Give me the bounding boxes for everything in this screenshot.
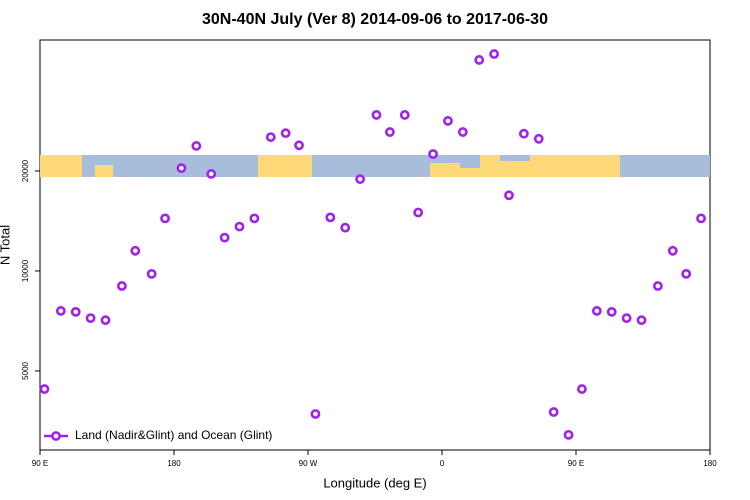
data-point <box>234 221 245 232</box>
data-point <box>55 306 66 316</box>
data-point <box>621 313 632 324</box>
plot-frame <box>39 39 711 451</box>
data-point <box>681 268 692 279</box>
data-point <box>504 190 514 201</box>
data-point <box>443 116 453 126</box>
data-point <box>489 49 500 59</box>
legend-label: Land (Nadir&Glint) and Ocean (Glint) <box>75 428 272 442</box>
data-point <box>206 169 217 179</box>
data-point <box>696 213 706 224</box>
data-point <box>533 133 544 144</box>
data-point <box>652 281 663 291</box>
data-point <box>310 409 321 419</box>
data-point <box>249 213 260 224</box>
data-point <box>591 306 602 316</box>
data-point <box>325 212 336 223</box>
data-point <box>371 110 382 120</box>
data-point <box>340 222 351 233</box>
data-point <box>606 306 617 317</box>
x-tick-label: 90 E <box>568 459 584 468</box>
data-point <box>39 384 50 394</box>
y-tick-label: 10000 <box>21 259 30 282</box>
legend-marker <box>51 431 61 441</box>
data-point <box>636 315 647 326</box>
data-point <box>70 306 81 317</box>
data-point <box>577 384 587 394</box>
data-point <box>160 213 170 224</box>
x-tick-label: 90 E <box>32 459 48 468</box>
data-point <box>474 55 485 65</box>
y-tick-label: 5000 <box>21 361 30 379</box>
x-tick-label: 90 W <box>299 459 318 468</box>
chart-title: 30N-40N July (Ver 8) 2014-09-06 to 2017-… <box>202 11 548 28</box>
data-point <box>191 141 202 151</box>
data-point <box>280 128 291 139</box>
data-point <box>176 163 187 174</box>
data-point <box>457 127 468 137</box>
data-point <box>413 207 424 218</box>
data-point <box>146 268 157 279</box>
data-point <box>219 232 230 243</box>
data-point <box>428 149 438 159</box>
y-axis-label: N Total <box>0 225 12 265</box>
data-point <box>116 281 127 291</box>
data-point <box>399 110 410 120</box>
x-tick-label: 180 <box>167 459 181 468</box>
data-point <box>548 407 559 417</box>
data-point <box>355 174 366 185</box>
y-tick-label: 20000 <box>21 159 30 182</box>
map-strip <box>40 155 710 177</box>
data-point <box>667 245 678 256</box>
data-point <box>130 245 141 256</box>
x-tick-label: 180 <box>703 459 717 468</box>
data-point <box>294 140 304 151</box>
data-point <box>563 429 574 440</box>
data-point <box>100 315 111 326</box>
x-axis-label: Longitude (deg E) <box>323 475 426 490</box>
data-point <box>85 313 96 324</box>
x-tick-label: 0 <box>440 459 445 468</box>
data-point <box>518 128 529 139</box>
data-point <box>265 132 276 142</box>
data-point <box>384 127 395 137</box>
